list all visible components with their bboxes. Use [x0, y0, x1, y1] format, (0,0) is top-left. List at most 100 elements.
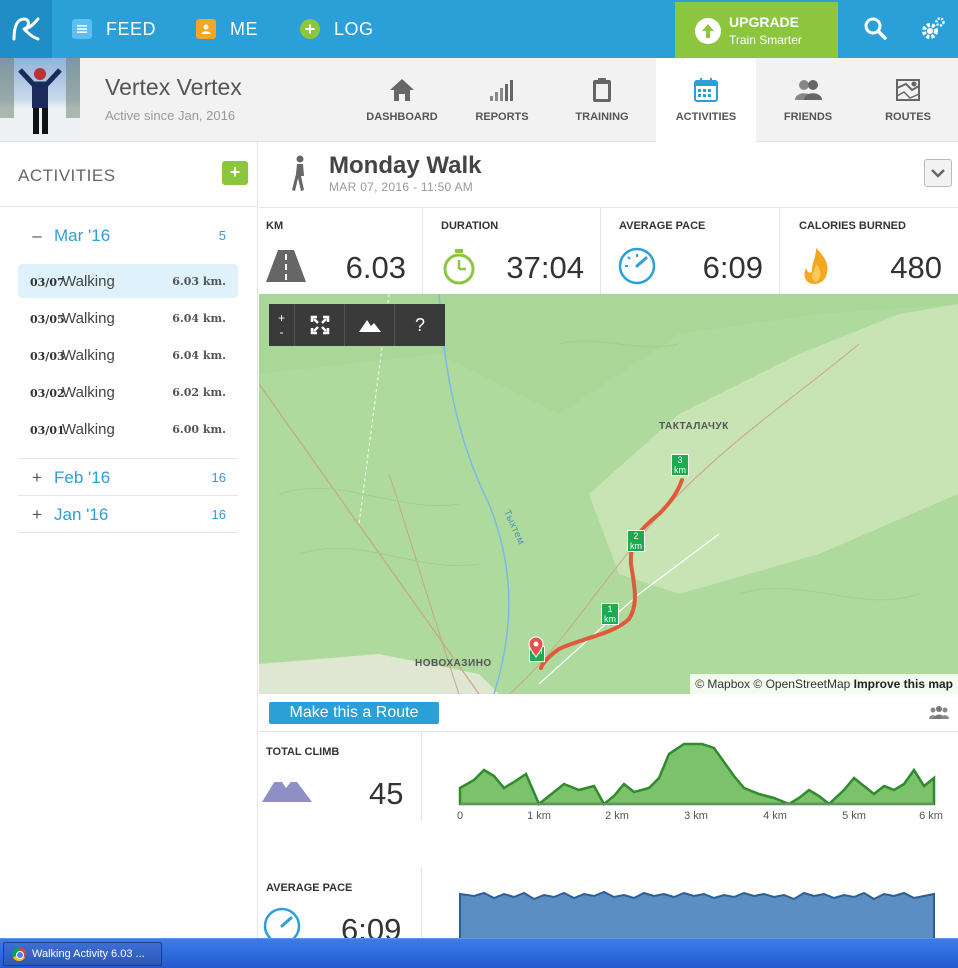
nav-feed[interactable]: FEED — [72, 0, 156, 58]
speedometer-icon — [263, 907, 301, 938]
bar-chart-icon — [490, 80, 513, 101]
month-count: 16 — [211, 507, 226, 522]
sidebar-title: ACTIVITIES — [18, 166, 116, 185]
home-icon — [390, 79, 414, 101]
collapse-icon: – — [32, 226, 42, 245]
nav-me[interactable]: ME — [196, 0, 258, 58]
mountain-icon — [358, 320, 381, 332]
activity-stats: KM 6.03 DURATION 37:04 AVERAGE PACE 6:09… — [259, 208, 958, 294]
stat-distance: KM 6.03 — [259, 208, 423, 294]
stopwatch-icon — [443, 249, 475, 285]
divider — [18, 532, 238, 533]
month-count: 16 — [211, 470, 226, 485]
add-activity-button[interactable]: + — [222, 161, 248, 185]
activity-distance: 6.04 km. — [172, 312, 226, 325]
gear-icon[interactable] — [918, 14, 948, 44]
activity-item[interactable]: 03/07 Walking 6.03 km. — [18, 264, 238, 298]
tab-reports[interactable]: REPORTS — [452, 58, 552, 142]
user-active-since: Active since Jan, 2016 — [105, 108, 236, 123]
km-marker[interactable]: 2 km — [627, 530, 645, 552]
km-marker[interactable]: 1 km — [601, 603, 619, 625]
x-tick-label: 3 km — [684, 810, 708, 822]
stat-value: 37:04 — [506, 250, 584, 285]
month-group-mar[interactable]: – Mar '16 5 — [18, 218, 238, 254]
activity-date: 03/07 — [30, 276, 65, 289]
map-controls: + - ? — [269, 304, 445, 346]
options-dropdown-button[interactable] — [924, 159, 952, 187]
divider — [18, 458, 238, 459]
improve-map-link[interactable]: Improve this map — [853, 677, 953, 691]
month-name: Mar '16 — [54, 226, 111, 245]
help-button[interactable]: ? — [414, 314, 425, 335]
activity-title[interactable]: Monday Walk — [329, 152, 482, 179]
stat-label: AVERAGE PACE — [619, 220, 706, 232]
stat-pace: AVERAGE PACE 6:09 — [601, 208, 780, 294]
location-pin-icon[interactable] — [528, 636, 544, 658]
x-tick-label: 4 km — [763, 810, 787, 822]
month-name: Jan '16 — [54, 505, 109, 524]
avatar[interactable] — [0, 58, 80, 140]
activity-item[interactable]: 03/05 Walking 6.04 km. — [18, 301, 238, 335]
activity-date: MAR 07, 2016 - 11:50 AM — [329, 180, 474, 194]
month-group-feb[interactable]: + Feb '16 16 — [18, 460, 238, 496]
activity-item[interactable]: 03/02 Walking 6.02 km. — [18, 375, 238, 409]
tab-dashboard[interactable]: DASHBOARD — [352, 58, 452, 142]
activity-type: Walking — [62, 347, 115, 364]
taskbar-window-button[interactable]: Walking Activity 6.03 ... — [3, 942, 162, 966]
upgrade-button[interactable]: UPGRADE Train Smarter — [675, 2, 838, 58]
nav-log[interactable]: LOG — [300, 0, 374, 58]
activity-date: 03/05 — [30, 313, 65, 326]
month-group-jan[interactable]: + Jan '16 16 — [18, 497, 238, 533]
zoom-controls: + - — [269, 304, 295, 346]
x-tick-label: 2 km — [605, 810, 629, 822]
climb-section: TOTAL CLIMB 45 0 1 km 2 km 3 km 4 km 5 k… — [259, 732, 958, 832]
tab-label: TRAINING — [575, 111, 629, 123]
pace-chart[interactable] — [454, 884, 944, 938]
activity-distance: 6.04 km. — [172, 349, 226, 362]
app-logo[interactable] — [0, 0, 52, 58]
stat-label: CALORIES BURNED — [799, 220, 906, 232]
activity-distance: 6.03 km. — [172, 275, 226, 288]
taskbar-window-title: Walking Activity 6.03 ... — [32, 948, 145, 960]
pace-value: 6:09 — [341, 912, 402, 938]
activity-header: Monday Walk MAR 07, 2016 - 11:50 AM — [259, 142, 958, 208]
pace-label: AVERAGE PACE — [266, 882, 353, 894]
speedometer-icon — [618, 247, 656, 285]
osm-link[interactable]: © OpenStreetMap — [753, 677, 851, 691]
mapbox-link[interactable]: © Mapbox — [695, 677, 751, 691]
activity-item[interactable]: 03/01 Walking 6.00 km. — [18, 412, 238, 446]
tab-friends[interactable]: FRIENDS — [758, 58, 858, 142]
zoom-out-button[interactable]: - — [279, 325, 284, 339]
km-marker[interactable]: 3 km — [671, 454, 689, 476]
group-icon[interactable] — [928, 704, 950, 720]
divider — [0, 206, 258, 207]
nav-log-label: LOG — [334, 18, 374, 39]
terrain-button[interactable] — [345, 304, 395, 346]
stat-calories: CALORIES BURNED 480 — [780, 208, 958, 294]
tab-routes[interactable]: ROUTES — [858, 58, 958, 142]
make-route-button[interactable]: Make this a Route — [269, 702, 439, 724]
map-label: ТАКТАЛАЧУК — [659, 421, 729, 432]
x-tick-label: 0 — [457, 810, 463, 822]
walking-icon — [292, 155, 304, 191]
route-map[interactable]: ТАКТАЛАЧУК НОВОХАЗИНО Тыхтем 3 km 2 km 1 km… — [259, 294, 958, 694]
friends-icon — [795, 80, 822, 100]
fullscreen-button[interactable] — [295, 304, 345, 346]
search-icon[interactable] — [861, 14, 891, 44]
tab-label: FRIENDS — [783, 111, 833, 123]
zoom-in-button[interactable]: + — [277, 311, 285, 325]
activity-type: Walking — [62, 273, 115, 290]
plus-circle-icon — [300, 19, 320, 39]
activity-item[interactable]: 03/03 Walking 6.04 km. — [18, 338, 238, 372]
clipboard-icon — [593, 78, 611, 102]
activity-type: Walking — [62, 310, 115, 327]
chrome-icon — [12, 947, 26, 961]
activity-type: Walking — [62, 384, 115, 401]
activity-date: 03/02 — [30, 387, 65, 400]
tab-training[interactable]: TRAINING — [552, 58, 652, 142]
expand-icon: + — [32, 468, 42, 487]
divider — [421, 868, 422, 938]
tab-activities[interactable]: ACTIVITIES — [656, 58, 756, 142]
elevation-chart[interactable]: 0 1 km 2 km 3 km 4 km 5 km 6 km — [454, 738, 944, 828]
user-name[interactable]: Vertex Vertex — [105, 74, 242, 100]
